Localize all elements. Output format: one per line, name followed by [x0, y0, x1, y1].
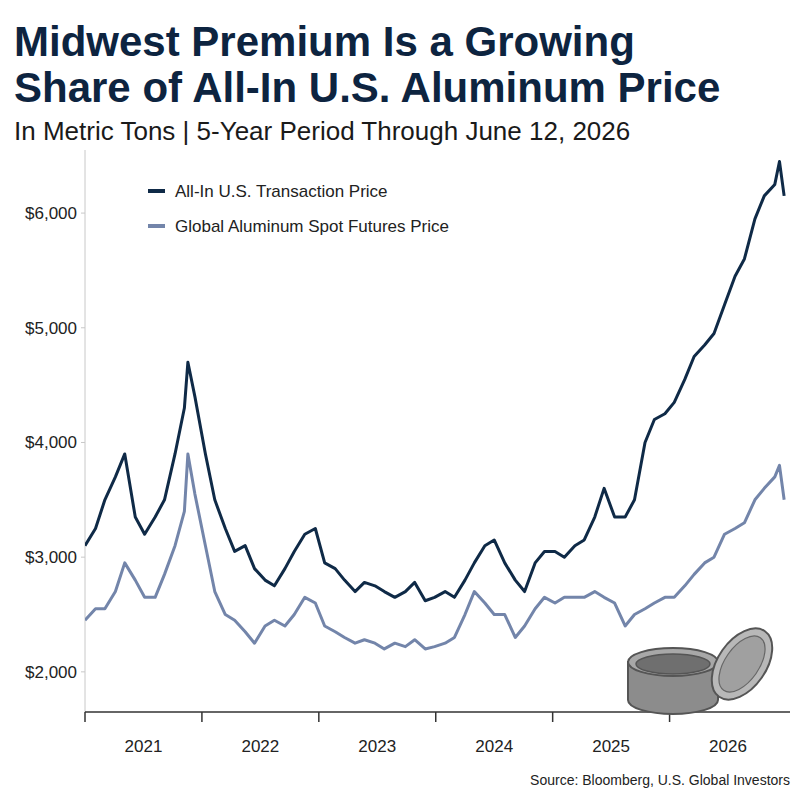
- y-tick: [81, 671, 85, 672]
- legend-label: All-In U.S. Transaction Price: [175, 182, 388, 201]
- y-tick: [81, 327, 85, 328]
- x-boundary-tick: [318, 712, 320, 722]
- title: Midwest Premium Is a GrowingShare of All…: [14, 18, 720, 111]
- legend-swatch: [148, 224, 165, 228]
- series-line: [85, 454, 784, 649]
- title-line: Midwest Premium Is a Growing: [14, 18, 635, 65]
- can-lid-inner: [710, 628, 775, 700]
- background: [0, 0, 800, 800]
- x-tick-label: 2026: [709, 737, 747, 756]
- y-tick-label: $2,000: [25, 663, 77, 682]
- x-boundary-tick: [435, 712, 437, 722]
- can-icon: [628, 617, 785, 714]
- chart: Midwest Premium Is a GrowingShare of All…: [0, 0, 800, 800]
- y-tick-label: $5,000: [25, 319, 77, 338]
- legend-label: Global Aluminum Spot Futures Price: [175, 217, 449, 236]
- x-tick-label: 2024: [475, 737, 513, 756]
- series-group: [85, 161, 784, 648]
- y-tick-label: $4,000: [25, 433, 77, 452]
- y-tick: [81, 557, 85, 558]
- x-tick-label: 2023: [358, 737, 396, 756]
- x-tick-label: 2025: [592, 737, 630, 756]
- y-tick: [81, 442, 85, 443]
- x-boundary-tick: [552, 712, 554, 722]
- y-tick-label: $3,000: [25, 548, 77, 567]
- title-line: Share of All-In U.S. Aluminum Price: [14, 64, 720, 111]
- can-inside: [636, 654, 710, 674]
- x-tick-label: 2022: [241, 737, 279, 756]
- y-tick: [81, 213, 85, 214]
- series-line: [85, 161, 784, 600]
- y-axis-line: [85, 150, 86, 712]
- subtitle: In Metric Tons | 5-Year Period Through J…: [14, 116, 630, 146]
- legend-swatch: [148, 189, 165, 193]
- can-rim: [628, 648, 718, 676]
- y-tick-label: $6,000: [25, 204, 77, 223]
- source: Source: Bloomberg, U.S. Global Investors: [530, 772, 790, 788]
- x-boundary-tick: [201, 712, 203, 722]
- x-tick-label: 2021: [125, 737, 163, 756]
- can-lid: [699, 617, 784, 710]
- x-boundary-tick: [84, 712, 86, 722]
